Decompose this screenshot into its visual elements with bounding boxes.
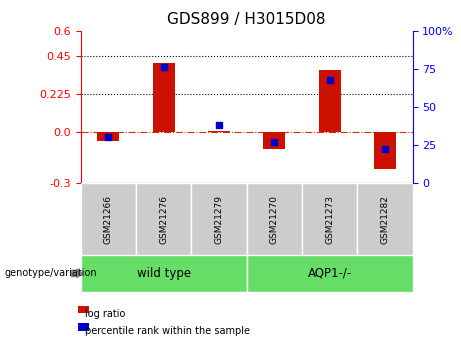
Text: GSM21279: GSM21279 [214, 195, 224, 244]
Text: GSM21270: GSM21270 [270, 195, 279, 244]
Point [381, 147, 389, 152]
Title: GDS899 / H3015D08: GDS899 / H3015D08 [167, 12, 326, 27]
Text: percentile rank within the sample: percentile rank within the sample [85, 326, 250, 336]
Bar [191, 183, 247, 255]
Text: log ratio: log ratio [85, 309, 126, 319]
Point [326, 77, 333, 82]
Bar [357, 183, 413, 255]
Point [160, 65, 167, 70]
Point [271, 139, 278, 145]
Bar [247, 183, 302, 255]
Bar [302, 183, 357, 255]
Bar [263, 132, 285, 149]
Text: GSM21273: GSM21273 [325, 195, 334, 244]
Text: GSM21276: GSM21276 [159, 195, 168, 244]
Point [215, 122, 223, 128]
Text: GSM21266: GSM21266 [104, 195, 113, 244]
Bar [208, 130, 230, 132]
Text: AQP1-/-: AQP1-/- [307, 267, 352, 280]
Point [105, 135, 112, 140]
Bar [136, 183, 191, 255]
Bar [97, 132, 119, 141]
Bar [319, 70, 341, 132]
Bar [247, 255, 413, 292]
Bar [81, 183, 136, 255]
Bar [374, 132, 396, 169]
Text: wild type: wild type [136, 267, 191, 280]
Bar [81, 255, 247, 292]
Text: genotype/variation: genotype/variation [5, 268, 97, 278]
Text: GSM21282: GSM21282 [380, 195, 390, 244]
Bar [153, 63, 175, 132]
